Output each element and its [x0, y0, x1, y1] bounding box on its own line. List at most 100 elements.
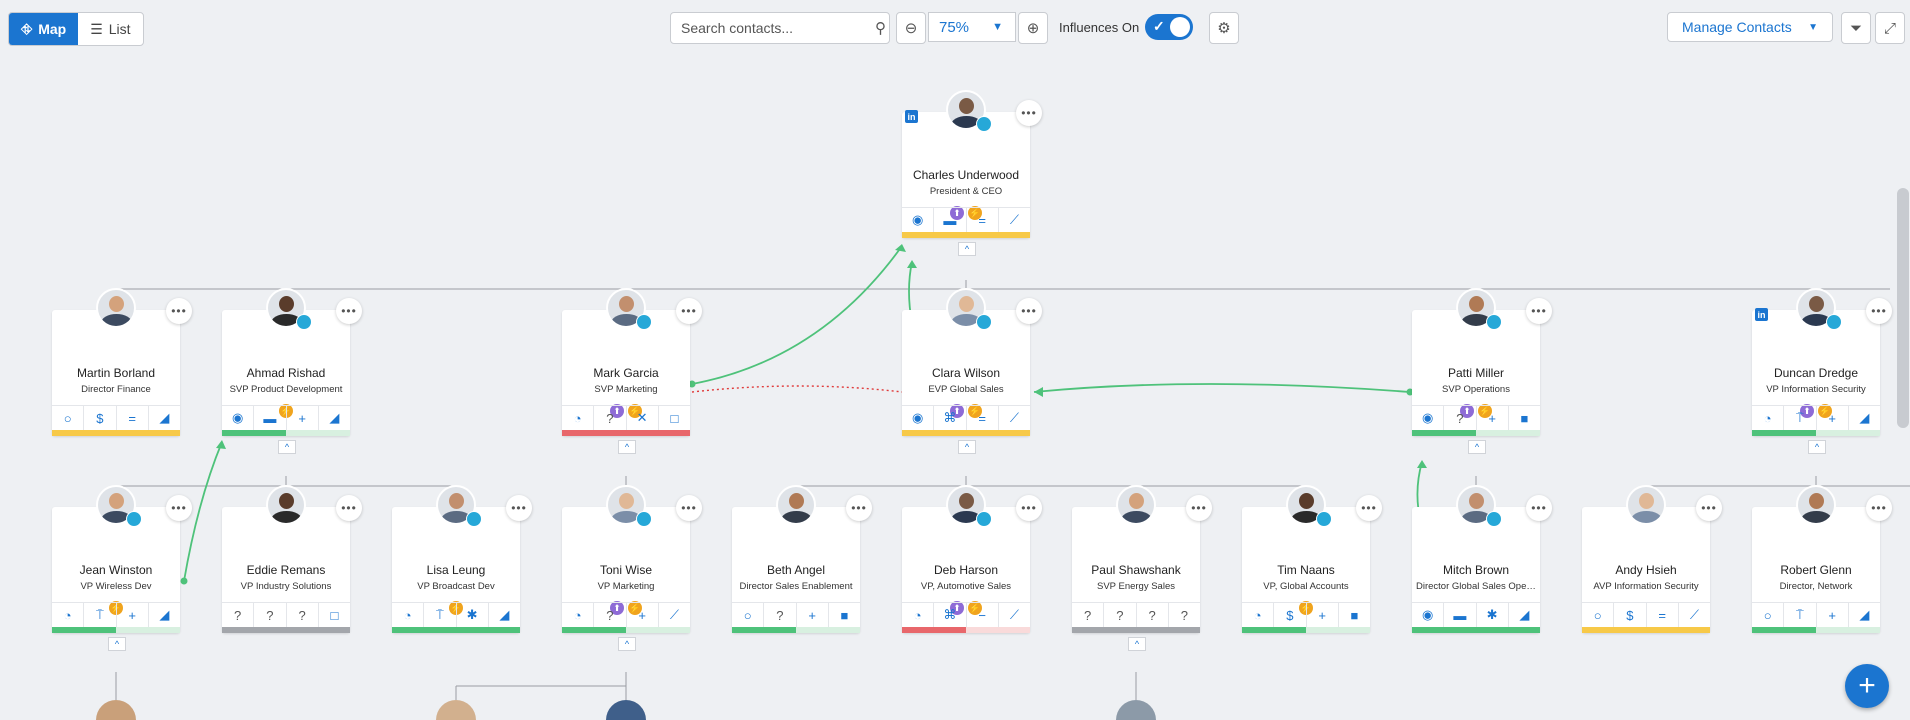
- circle-icon[interactable]: ○: [732, 603, 765, 627]
- more-options-icon[interactable]: •••: [1526, 298, 1552, 324]
- dollar-icon[interactable]: $: [1274, 603, 1307, 627]
- collapse-toggle[interactable]: ^: [1128, 637, 1146, 651]
- pie-icon[interactable]: ◔: [562, 406, 595, 430]
- plus-icon[interactable]: +: [627, 603, 659, 627]
- unknown-icon[interactable]: ?: [594, 406, 627, 430]
- unknown-icon[interactable]: ?: [1180, 607, 1188, 623]
- contact-card-martin[interactable]: ••• Martin Borland Director Finance ○ $ = ◢: [52, 288, 192, 436]
- more-options-icon[interactable]: •••: [1866, 298, 1892, 324]
- collapse-toggle[interactable]: ^: [1468, 440, 1486, 454]
- avatar[interactable]: [1286, 485, 1326, 525]
- signal-icon[interactable]: ◢: [499, 607, 510, 622]
- more-options-icon[interactable]: •••: [1186, 495, 1212, 521]
- briefcase-icon[interactable]: ▬: [934, 208, 967, 232]
- circle-icon[interactable]: ○: [1752, 603, 1785, 627]
- unknown-icon[interactable]: ?: [1104, 603, 1137, 627]
- collapse-toggle[interactable]: ^: [1808, 440, 1826, 454]
- avatar[interactable]: [1796, 485, 1836, 525]
- more-options-icon[interactable]: •••: [676, 495, 702, 521]
- circle-icon[interactable]: ○: [52, 406, 85, 430]
- target-icon[interactable]: ◉: [902, 406, 935, 430]
- more-options-icon[interactable]: •••: [1016, 100, 1042, 126]
- contact-card-charles[interactable]: in ••• Charles Underwood President & CEO ⬆ ⚡ ◉…: [902, 90, 1042, 238]
- contact-card-deb[interactable]: ••• Deb Harson VP, Automotive Sales ⬆ ⚡ ◔ ⌘ − ⟋: [902, 485, 1042, 633]
- signal-icon[interactable]: ◢: [1859, 410, 1870, 425]
- target-icon[interactable]: ◉: [222, 406, 255, 430]
- circle-icon[interactable]: ○: [1582, 603, 1615, 627]
- unknown-icon[interactable]: ?: [764, 603, 797, 627]
- collapse-toggle[interactable]: ^: [958, 440, 976, 454]
- search-icon[interactable]: ⚲: [875, 20, 886, 37]
- signal-icon[interactable]: ◢: [159, 607, 170, 622]
- more-options-icon[interactable]: •••: [1356, 495, 1382, 521]
- slash-icon[interactable]: ⟋: [1009, 410, 1019, 425]
- contact-card-tim[interactable]: ••• Tim Naans VP, Global Accounts ⚡ ◔ $ + ■: [1242, 485, 1382, 633]
- contact-card-lisa[interactable]: ••• Lisa Leung VP Broadcast Dev ⚡ ◔ ⍑ ✱ ◢: [392, 485, 532, 633]
- cross-icon[interactable]: ✕: [627, 406, 659, 430]
- collapse-toggle[interactable]: ^: [278, 440, 296, 454]
- signal-icon[interactable]: ◢: [1519, 607, 1530, 622]
- avatar[interactable]: [946, 90, 986, 130]
- contact-card-clara[interactable]: ••• Clara Wilson EVP Global Sales ⬆ ⚡ ◉ ⌘ = ⟋: [902, 288, 1042, 436]
- contact-card-jean[interactable]: ••• Jean Winston VP Wireless Dev ⚡ ◔ ⍑ + ◢: [52, 485, 192, 633]
- pie-icon[interactable]: ◔: [1242, 603, 1275, 627]
- slash-icon[interactable]: ⟋: [1009, 607, 1019, 622]
- more-options-icon[interactable]: •••: [506, 495, 532, 521]
- plus-icon[interactable]: +: [117, 603, 149, 627]
- more-options-icon[interactable]: •••: [336, 298, 362, 324]
- tee-icon[interactable]: ⍑: [424, 603, 457, 627]
- zoom-select[interactable]: 75% ▼: [928, 12, 1016, 42]
- slash-icon[interactable]: ⟋: [1009, 212, 1019, 227]
- avatar[interactable]: [606, 288, 646, 328]
- briefcase-icon[interactable]: ▬: [1444, 603, 1477, 627]
- unknown-icon[interactable]: ?: [1444, 406, 1477, 430]
- dollar-icon[interactable]: $: [84, 406, 117, 430]
- avatar[interactable]: [1626, 485, 1666, 525]
- collapse-toggle[interactable]: ^: [958, 242, 976, 256]
- unknown-icon[interactable]: ?: [1072, 603, 1105, 627]
- fullscreen-button[interactable]: ⤢: [1875, 12, 1905, 44]
- more-options-icon[interactable]: •••: [1696, 495, 1722, 521]
- target-icon[interactable]: ◉: [1412, 603, 1445, 627]
- more-options-icon[interactable]: •••: [676, 298, 702, 324]
- unknown-icon[interactable]: ?: [594, 603, 627, 627]
- more-options-icon[interactable]: •••: [1016, 495, 1042, 521]
- square-icon[interactable]: □: [670, 410, 679, 426]
- contact-card-mark[interactable]: ••• Mark Garcia SVP Marketing ⬆ ⚡ ◔? ✕ □: [562, 288, 702, 436]
- target-icon[interactable]: ◉: [1412, 406, 1445, 430]
- manage-contacts-button[interactable]: Manage Contacts ▼: [1667, 12, 1833, 42]
- square-filled-icon[interactable]: ■: [1350, 607, 1359, 623]
- square-filled-icon[interactable]: ■: [1520, 410, 1529, 426]
- contact-card-andy[interactable]: ••• Andy Hsieh AVP Information Security ○ $ =…: [1582, 485, 1722, 633]
- contact-card-eddie[interactable]: ••• Eddie Remans VP Industry Solutions??? □: [222, 485, 362, 633]
- contact-card-paul[interactable]: ••• Paul Shawshank SVP Energy Sales????: [1072, 485, 1212, 633]
- vertical-scrollbar[interactable]: [1897, 188, 1909, 428]
- avatar[interactable]: [946, 288, 986, 328]
- contact-card-beth[interactable]: ••• Beth Angel Director Sales Enablement ○?…: [732, 485, 872, 633]
- pie-icon[interactable]: ◔: [392, 603, 425, 627]
- settings-button[interactable]: ⚙: [1209, 12, 1239, 44]
- square-filled-icon[interactable]: ■: [840, 607, 849, 623]
- briefcase-icon[interactable]: ▬: [254, 406, 287, 430]
- collapse-toggle[interactable]: ^: [618, 440, 636, 454]
- plus-icon[interactable]: +: [287, 406, 319, 430]
- signal-icon[interactable]: ◢: [1859, 607, 1870, 622]
- zoom-in-button[interactable]: ⊕: [1018, 12, 1048, 44]
- contact-card-patti[interactable]: ••• Patti Miller SVP Operations ⬆ ⚡ ◉? + ■: [1412, 288, 1552, 436]
- pie-icon[interactable]: ◔: [52, 603, 85, 627]
- square-icon[interactable]: □: [330, 607, 339, 623]
- equals-icon[interactable]: =: [117, 406, 149, 430]
- equals-icon[interactable]: =: [967, 208, 999, 232]
- avatar[interactable]: [96, 485, 136, 525]
- slash-icon[interactable]: ⟋: [1689, 607, 1699, 622]
- more-options-icon[interactable]: •••: [1016, 298, 1042, 324]
- equals-icon[interactable]: =: [967, 406, 999, 430]
- plus-icon[interactable]: +: [1817, 406, 1849, 430]
- signal-icon[interactable]: ◢: [159, 410, 170, 425]
- map-view-button[interactable]: ⛗ Map: [9, 13, 79, 45]
- dollar-icon[interactable]: $: [1614, 603, 1647, 627]
- handshake-icon[interactable]: ⌘: [934, 603, 967, 627]
- avatar[interactable]: [776, 485, 816, 525]
- more-options-icon[interactable]: •••: [846, 495, 872, 521]
- handshake-icon[interactable]: ⌘: [934, 406, 967, 430]
